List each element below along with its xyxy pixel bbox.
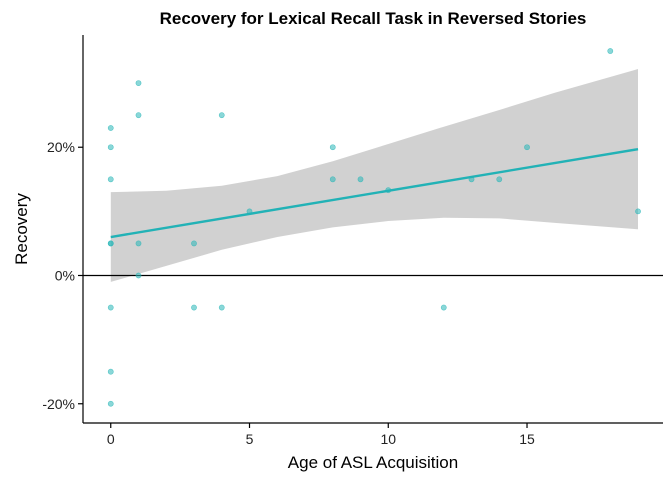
data-point [496, 176, 503, 183]
data-point [329, 144, 336, 151]
axes [82, 35, 663, 424]
data-point [191, 304, 197, 311]
data-point [107, 368, 114, 375]
data-point [135, 112, 142, 119]
x-axis-title: Age of ASL Acquisition [288, 453, 458, 472]
confidence-band-layer [110, 69, 639, 282]
data-point [135, 80, 142, 86]
fit-line-layer [110, 147, 639, 239]
x-tick-label: 0 [107, 431, 115, 447]
data-point [107, 240, 114, 247]
data-point [107, 304, 114, 311]
data-point [635, 208, 641, 215]
y-tick-label: -20% [42, 396, 75, 412]
y-tick-label: 0% [55, 267, 75, 283]
x-tick-label: 5 [246, 431, 254, 447]
data-point [107, 144, 114, 151]
data-point [607, 48, 614, 54]
data-point [135, 240, 142, 247]
data-point [329, 176, 336, 183]
y-tick-label: 20% [47, 139, 75, 155]
y-ticks: -20% 0% 20% [42, 139, 83, 412]
data-point [191, 240, 197, 247]
data-point [107, 125, 114, 131]
x-tick-label: 15 [519, 431, 535, 447]
data-point [107, 400, 114, 407]
data-points [107, 48, 641, 407]
fit-line [110, 147, 639, 239]
data-point [357, 176, 364, 183]
data-point [218, 112, 225, 119]
data-point [107, 176, 114, 183]
y-axis-title: Recovery [12, 193, 31, 265]
x-ticks: 0 5 10 15 [107, 423, 535, 447]
data-point [440, 304, 447, 311]
chart-title: Recovery for Lexical Recall Task in Reve… [160, 9, 587, 28]
data-point [218, 304, 225, 311]
confidence-band [110, 69, 639, 282]
data-point [135, 272, 142, 279]
x-tick-label: 10 [380, 431, 396, 447]
data-point [524, 144, 530, 151]
